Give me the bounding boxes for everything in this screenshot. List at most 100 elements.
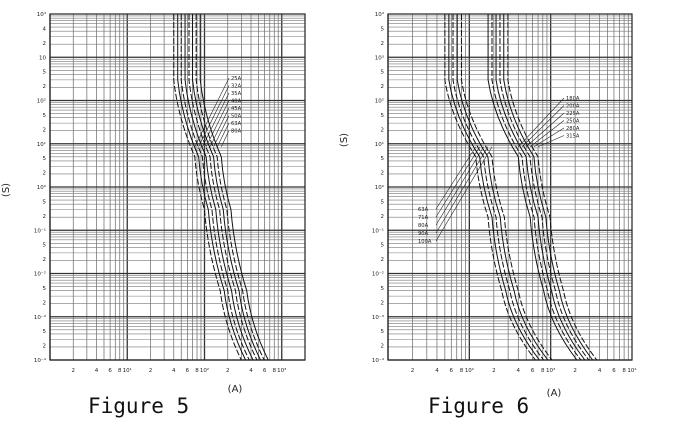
x-tick-label: 8 [541, 368, 545, 374]
series-leader-line [209, 107, 230, 147]
series-label: 40A [231, 99, 242, 105]
x-tick-label: 6 [612, 368, 616, 374]
series-line [188, 14, 258, 361]
chart-figure-5: 10⁴ 4 2 10 5 2 10² 5 2 10¹ 5 2 10⁰ 5 2 10⁻¹ 5 2 10⁻² 5 2 10⁻³… [1, 11, 306, 395]
series-line [499, 13, 590, 361]
series-label: 315A [566, 134, 580, 140]
y-tick-label: 5 [381, 156, 385, 162]
series-leader-line [537, 135, 565, 148]
caption-figure-5: Figure 5 [88, 394, 190, 418]
x-tick-label: 8 [195, 368, 199, 374]
y-axis-label: (S) [1, 183, 12, 197]
y-tick-label: 5 [43, 243, 47, 249]
x-tick-label: 2 [573, 368, 577, 374]
caption-figure-6: Figure 6 [428, 394, 530, 418]
y-tick-label: 10⁻³ [372, 314, 384, 321]
y-tick-label: 5 [381, 113, 385, 119]
series-line [173, 14, 242, 361]
x-tick-label: 10² [465, 367, 474, 374]
series-label: 200A [566, 104, 580, 110]
series-label: 180A [566, 96, 580, 102]
x-tick-label: 10³ [546, 367, 555, 374]
y-tick-label: 2 [381, 171, 385, 177]
series-leader-line [435, 146, 477, 210]
chart-figure-6: 10⁴ 5 2 10³ 5 2 10² 5 2 10¹ 5 2 10⁰ 5 2 10⁻¹ 5 2 10⁻² 5 2 10⁻… [339, 11, 637, 399]
plot-frame [387, 13, 633, 361]
series-label: 250A [566, 119, 580, 125]
y-tick-label: 5 [381, 286, 385, 292]
y-tick-label: 2 [381, 127, 385, 133]
series-line [180, 14, 250, 361]
x-tick-label: 4 [249, 368, 253, 374]
y-tick-label: 10⁻⁴ [34, 357, 47, 364]
series-label: 90A [418, 231, 429, 237]
series-line [199, 13, 269, 361]
y-tick-label: 4 [43, 26, 47, 32]
x-tick-label: 8 [460, 368, 464, 374]
series-label: 32A [231, 84, 242, 90]
y-tick-label: 10⁻⁴ [372, 357, 385, 364]
x-tick-label: 6 [186, 368, 190, 374]
y-tick-label: 10⁰ [375, 184, 385, 191]
series-leader-line [435, 146, 493, 242]
x-tick-label: 2 [492, 368, 496, 374]
series-leader-line [435, 146, 489, 234]
x-tick-label: 2 [72, 368, 76, 374]
series-leader-line [194, 77, 230, 147]
series-label: 280A [566, 126, 580, 132]
x-tick-label: 10³ [277, 367, 286, 374]
y-tick-label: 5 [43, 70, 47, 76]
series-label: 63A [231, 121, 242, 127]
x-tick-label: 6 [450, 368, 454, 374]
x-tick-label: 10² [200, 367, 209, 374]
y-tick-label: 10 [39, 55, 46, 61]
x-tick-label: 2 [149, 368, 153, 374]
series-leader-line [533, 127, 565, 148]
series-line [507, 13, 598, 361]
y-tick-label: 5 [43, 199, 47, 205]
x-tick-label: 4 [172, 368, 176, 374]
series-leader-line [205, 100, 230, 147]
series-line [456, 14, 549, 361]
y-tick-label: 5 [43, 286, 47, 292]
y-tick-label: 10⁻² [34, 271, 46, 278]
series-line [184, 14, 254, 361]
y-tick-label: 5 [381, 26, 385, 32]
y-tick-label: 10⁴ [37, 11, 47, 18]
series-label: 50A [231, 114, 242, 120]
y-tick-label: 2 [43, 214, 47, 220]
series-label: 80A [418, 223, 429, 229]
series-leader-line [202, 92, 230, 147]
series-leader-line [521, 105, 565, 147]
y-tick-label: 5 [43, 329, 47, 335]
x-tick-label: 4 [598, 368, 602, 374]
y-tick-label: 10⁻¹ [34, 227, 46, 234]
series-line [177, 14, 247, 361]
y-tick-label: 2 [381, 84, 385, 90]
y-tick-label: 10² [37, 98, 46, 105]
series-line [444, 14, 536, 361]
x-tick-label: 2 [226, 368, 230, 374]
x-tick-label: 6 [108, 368, 112, 374]
x-axis-label: (A) [228, 384, 243, 395]
y-tick-label: 2 [381, 257, 385, 263]
series-line [495, 14, 586, 361]
x-tick-label: 8 [622, 368, 626, 374]
y-tick-label: 2 [43, 41, 47, 47]
series-leader-line [435, 146, 480, 218]
y-tick-label: 5 [381, 243, 385, 249]
series-leader-line [213, 115, 230, 147]
y-tick-label: 10¹ [37, 141, 46, 148]
y-tick-label: 5 [381, 70, 385, 76]
series-line [503, 14, 594, 361]
y-tick-label: 2 [381, 214, 385, 220]
series-line [491, 13, 582, 361]
y-tick-label: 10⁻¹ [372, 227, 384, 234]
y-tick-label: 5 [43, 156, 47, 162]
y-tick-label: 2 [43, 257, 47, 263]
x-tick-label: 6 [531, 368, 535, 374]
y-tick-label: 10¹ [375, 141, 384, 148]
y-tick-label: 10⁻² [372, 271, 384, 278]
y-tick-label: 10⁰ [37, 184, 47, 191]
